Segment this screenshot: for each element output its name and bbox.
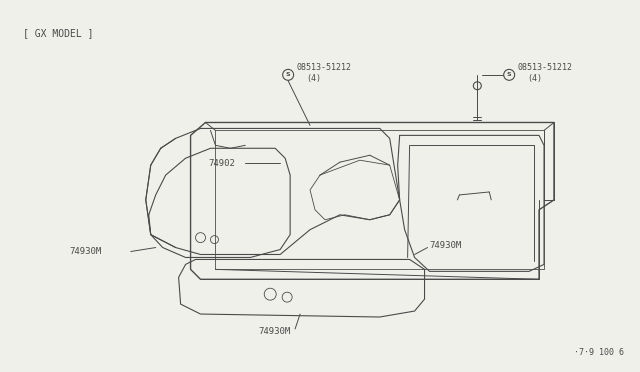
Text: 08513-51212: 08513-51212 bbox=[517, 63, 572, 73]
Text: ·7·9 100 6: ·7·9 100 6 bbox=[573, 348, 623, 357]
Circle shape bbox=[504, 69, 515, 80]
Text: 74930M: 74930M bbox=[429, 241, 462, 250]
Text: 74930M: 74930M bbox=[69, 247, 101, 256]
Text: 08513-51212: 08513-51212 bbox=[296, 63, 351, 73]
Text: (4): (4) bbox=[527, 74, 542, 83]
Text: 74930M: 74930M bbox=[259, 327, 291, 336]
Text: [ GX MODEL ]: [ GX MODEL ] bbox=[23, 28, 94, 38]
Text: (4): (4) bbox=[306, 74, 321, 83]
Text: S: S bbox=[286, 72, 291, 77]
Circle shape bbox=[474, 82, 481, 90]
Text: 74902: 74902 bbox=[209, 159, 236, 168]
Circle shape bbox=[283, 69, 294, 80]
Text: S: S bbox=[507, 72, 511, 77]
